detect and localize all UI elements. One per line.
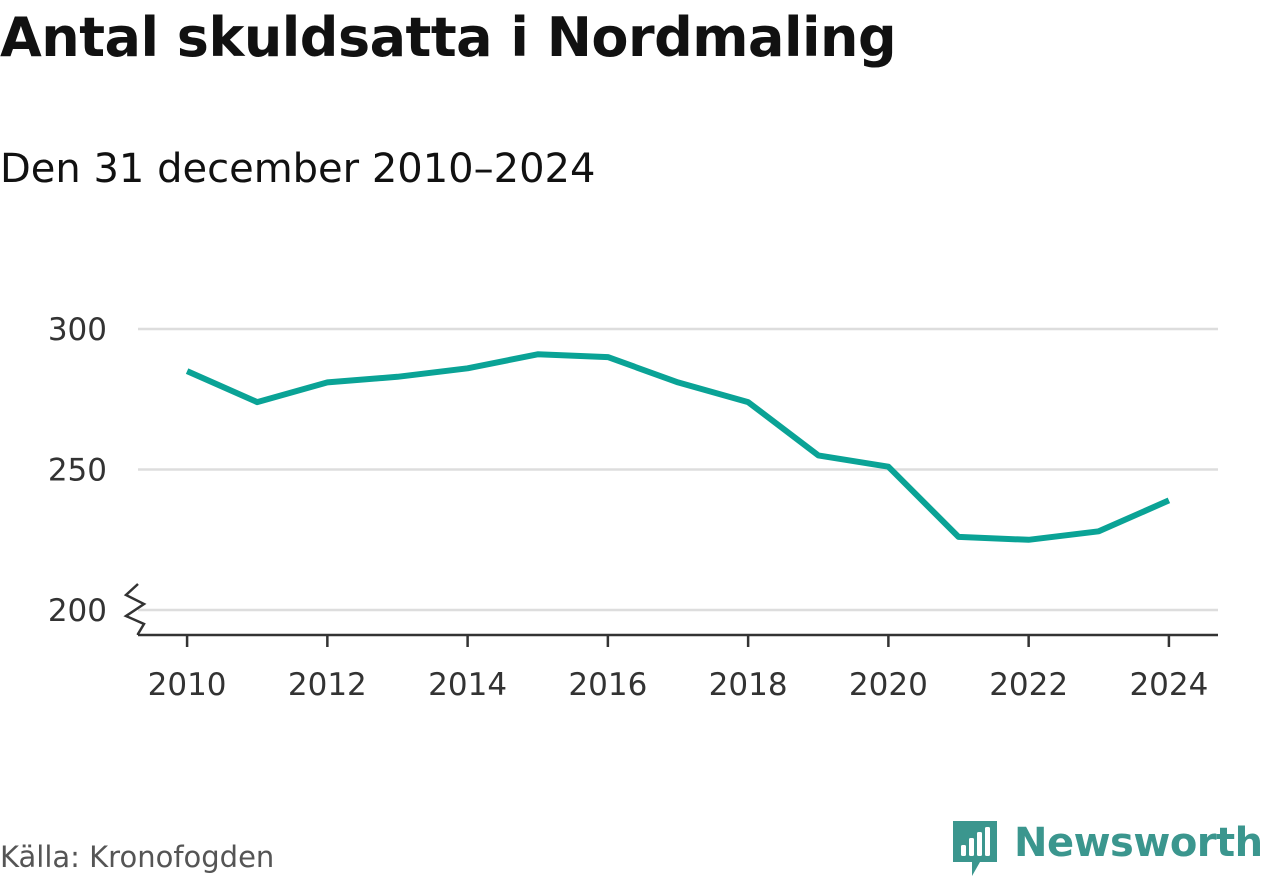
x-tick-label: 2010 xyxy=(148,667,227,703)
bar-chart-speech-bubble-icon xyxy=(953,821,997,876)
x-tick-label: 2014 xyxy=(428,667,507,703)
y-tick-label: 300 xyxy=(48,312,107,348)
brand-name: Newsworthy xyxy=(1014,820,1262,866)
x-tick-label: 2012 xyxy=(288,667,367,703)
brand-logo: Newsworthy xyxy=(950,818,1262,880)
x-tick-label: 2024 xyxy=(1129,667,1208,703)
chart-title: Antal skuldsatta i Nordmaling xyxy=(0,6,897,69)
x-tick-label: 2020 xyxy=(849,667,928,703)
y-tick-label: 250 xyxy=(48,453,107,489)
axis-layer xyxy=(123,583,1218,647)
y-tick-label: 200 xyxy=(48,593,107,629)
axis-break-icon xyxy=(123,583,147,635)
source-note: Källa: Kronofogden xyxy=(0,840,275,874)
chart-subtitle: Den 31 december 2010–2024 xyxy=(0,146,596,192)
series-layer xyxy=(185,351,1171,543)
x-tick-label: 2022 xyxy=(989,667,1068,703)
series-line xyxy=(185,351,1171,543)
x-tick-label: 2016 xyxy=(568,667,647,703)
x-tick-label: 2018 xyxy=(709,667,788,703)
label-layer: 200 250 300 2010 2012 2014 2016 2018 2020 2022 202… xyxy=(48,312,1209,703)
grid-layer xyxy=(138,327,1218,612)
